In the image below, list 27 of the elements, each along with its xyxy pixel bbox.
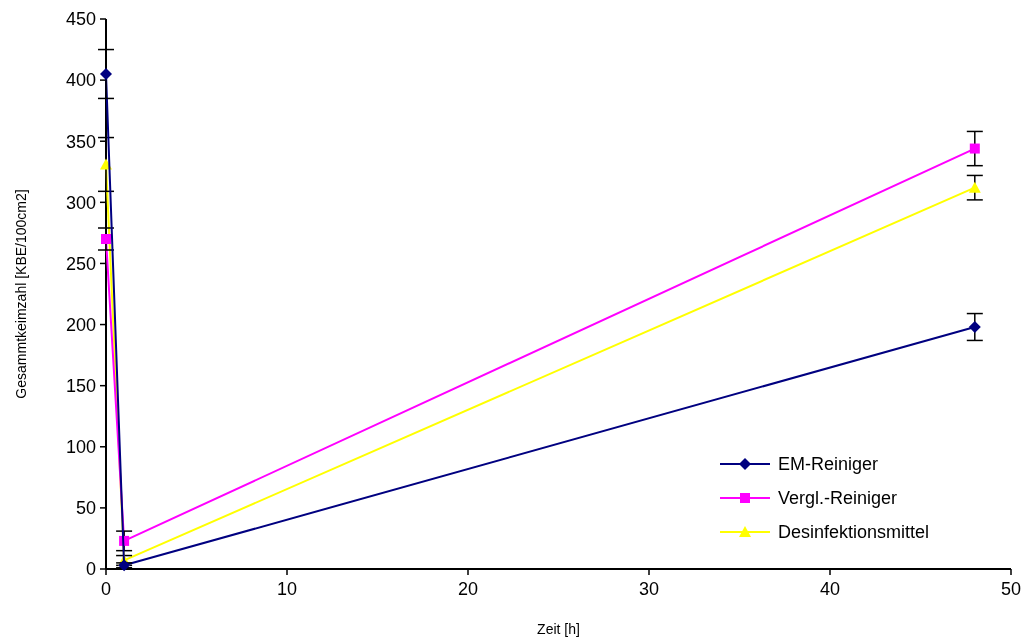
y-tick-label: 100 — [65, 437, 96, 458]
y-axis-title: Gesammtkeimzahl [KBE/100cm2] — [13, 189, 29, 399]
x-tick-label: 0 — [100, 579, 112, 599]
y-tick-label: 50 — [75, 498, 96, 519]
y-tick-label: 250 — [65, 253, 96, 274]
point — [969, 143, 980, 154]
point — [968, 321, 981, 333]
x-tick-label: 30 — [638, 579, 660, 599]
y-tick-label: 400 — [65, 70, 96, 91]
point — [118, 559, 131, 572]
legend-label: Desinfektionsmittel — [778, 522, 930, 543]
x-tick-label: 20 — [457, 579, 479, 599]
y-tick-label: 200 — [65, 314, 96, 335]
point — [968, 181, 981, 193]
x-tick-label: 50 — [1000, 579, 1022, 599]
x-tick-label: 10 — [276, 579, 298, 599]
y-tick-label: 350 — [65, 131, 96, 152]
x-tick-label: 40 — [819, 579, 841, 599]
x-axis-title: Zeit [h] — [537, 621, 580, 637]
point — [101, 234, 111, 244]
y-tick-label: 300 — [65, 192, 96, 213]
y-tick-label: 0 — [85, 559, 96, 580]
y-tick-label: 450 — [65, 9, 96, 30]
legend-label: EM-Reiniger — [778, 454, 879, 475]
legend-label: Vergl.-Reiniger — [778, 488, 898, 509]
point — [100, 68, 112, 80]
y-tick-label: 150 — [65, 375, 96, 396]
